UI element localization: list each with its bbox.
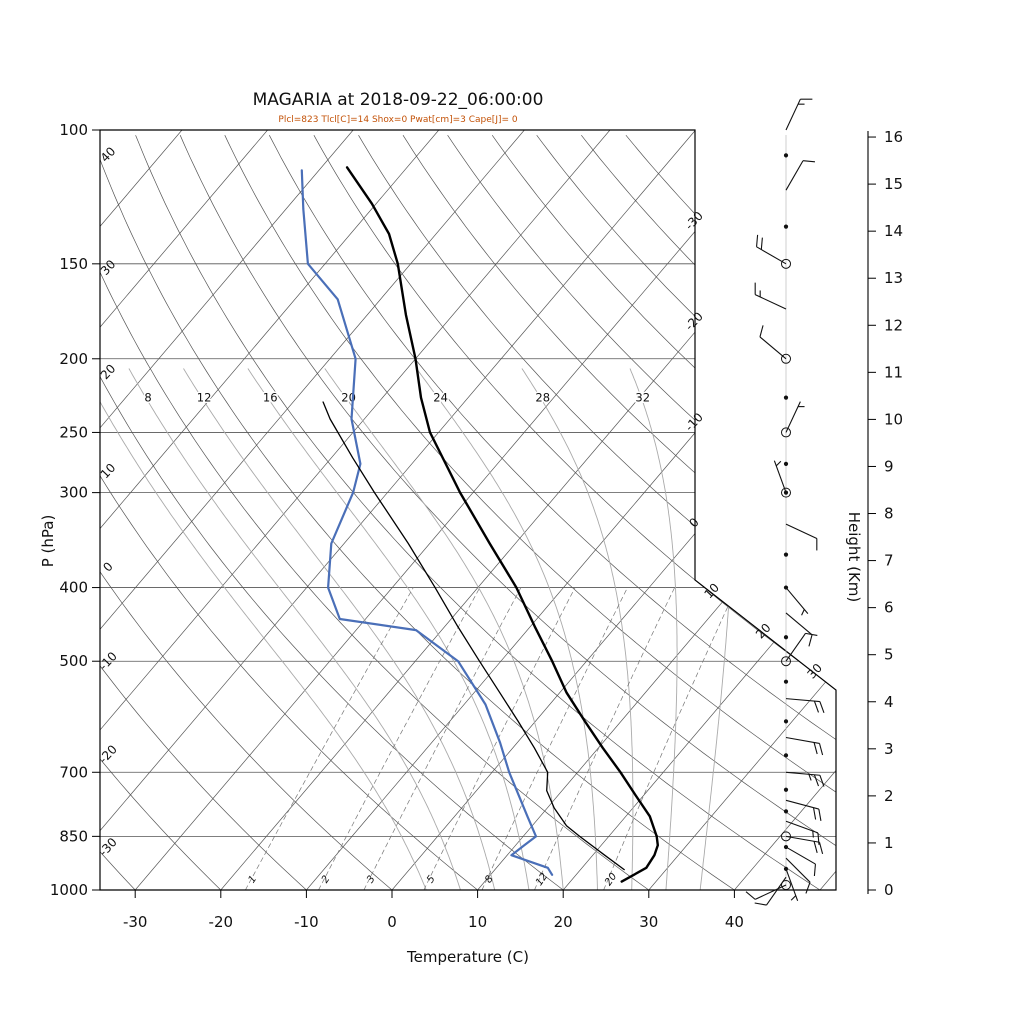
svg-text:10: 10	[98, 461, 119, 482]
svg-text:-30: -30	[682, 209, 706, 233]
svg-text:2: 2	[320, 874, 333, 886]
svg-text:12: 12	[884, 316, 903, 334]
svg-text:700: 700	[59, 763, 88, 781]
svg-text:28: 28	[535, 391, 550, 405]
temperature-axis-label: Temperature (C)	[407, 948, 529, 966]
svg-text:11: 11	[884, 363, 903, 381]
svg-text:-10: -10	[294, 913, 319, 931]
svg-text:0: 0	[686, 515, 701, 530]
svg-text:24: 24	[433, 391, 448, 405]
svg-text:8: 8	[884, 505, 894, 523]
temperature-curve	[345, 166, 659, 883]
svg-text:40: 40	[725, 913, 744, 931]
svg-text:3: 3	[884, 740, 894, 758]
svg-text:0: 0	[884, 881, 894, 899]
svg-text:-10: -10	[682, 410, 706, 434]
svg-text:10: 10	[884, 410, 903, 428]
parcel-curve	[322, 401, 625, 871]
mixing-ratio-grid	[245, 587, 737, 890]
svg-text:0: 0	[100, 559, 115, 574]
svg-text:-30: -30	[123, 913, 148, 931]
svg-text:200: 200	[59, 350, 88, 368]
svg-text:300: 300	[59, 484, 88, 502]
svg-text:850: 850	[59, 827, 88, 845]
svg-text:500: 500	[59, 652, 88, 670]
svg-text:250: 250	[59, 423, 88, 441]
temperature-tick-labels: -30 -20 -10 0 10 20 30 40	[123, 890, 744, 931]
svg-text:30: 30	[639, 913, 658, 931]
svg-text:8: 8	[483, 874, 496, 886]
dry-adiabat-grid	[100, 134, 836, 890]
svg-text:10: 10	[468, 913, 487, 931]
svg-text:32: 32	[635, 391, 650, 405]
plot-frame	[99, 129, 837, 891]
svg-text:5: 5	[884, 646, 894, 664]
svg-text:5: 5	[425, 874, 438, 886]
svg-text:16: 16	[263, 391, 278, 405]
svg-text:13: 13	[884, 269, 903, 287]
isotherm-grid	[100, 130, 836, 890]
svg-text:15: 15	[884, 175, 903, 193]
svg-text:9: 9	[884, 458, 894, 476]
svg-text:14: 14	[884, 222, 903, 240]
svg-text:1: 1	[884, 834, 894, 852]
pressure-tick-labels: 100 150 200 250 300 400 500 700 850 1000	[50, 121, 100, 899]
isobar-grid	[100, 130, 836, 890]
moist-adiabat-grid	[100, 368, 734, 890]
svg-text:20: 20	[554, 913, 573, 931]
svg-text:8: 8	[144, 391, 151, 405]
wind-barbs	[745, 98, 825, 906]
svg-text:12: 12	[197, 391, 212, 405]
svg-text:100: 100	[59, 121, 88, 139]
svg-text:-20: -20	[682, 309, 706, 333]
svg-text:3: 3	[365, 874, 378, 886]
svg-text:1000: 1000	[50, 881, 88, 899]
svg-text:2: 2	[884, 787, 894, 805]
svg-text:16: 16	[884, 128, 903, 146]
svg-text:20: 20	[98, 361, 119, 382]
chart-title: MAGARIA at 2018-09-22_06:00:00	[252, 90, 544, 110]
svg-text:7: 7	[884, 552, 894, 570]
svg-text:0: 0	[387, 913, 397, 931]
chart-subtitle: Plcl=823 Tlcl[C]=14 Shox=0 Pwat[cm]=3 Ca…	[278, 115, 518, 125]
svg-text:-20: -20	[209, 913, 234, 931]
svg-text:400: 400	[59, 579, 88, 597]
svg-text:150: 150	[59, 255, 88, 273]
svg-text:4: 4	[884, 693, 894, 711]
dewpoint-curve	[300, 169, 554, 876]
svg-text:1: 1	[247, 874, 260, 886]
svg-text:6: 6	[884, 599, 894, 617]
